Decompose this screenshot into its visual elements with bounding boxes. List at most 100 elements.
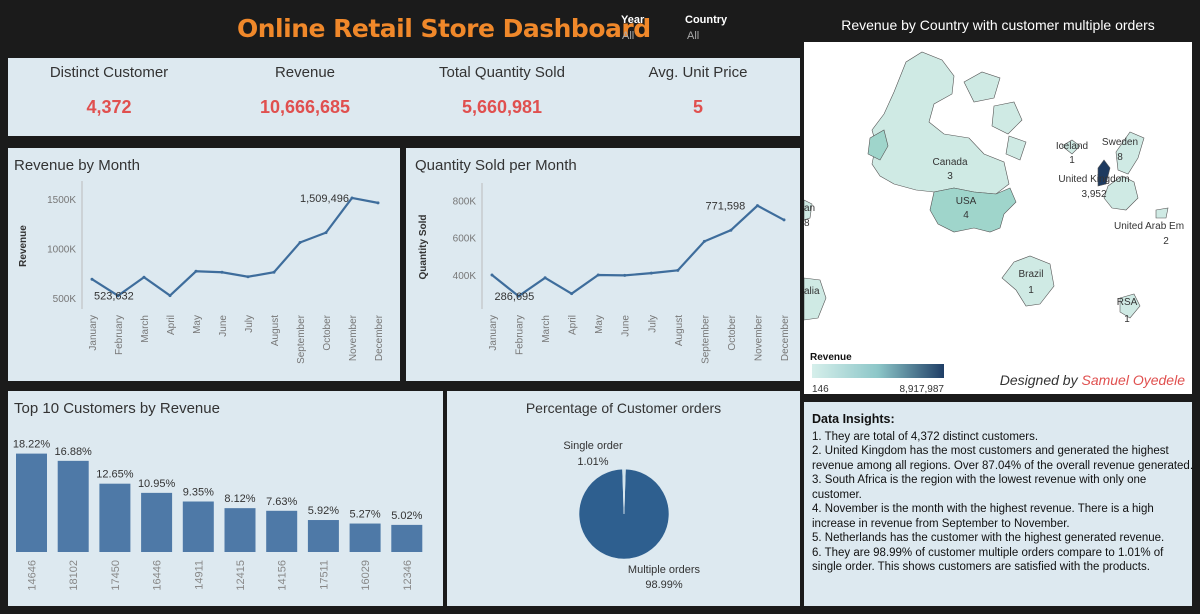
revenue-point[interactable] (168, 294, 172, 298)
customer-bar[interactable] (266, 510, 298, 552)
map-region-uae[interactable] (1155, 207, 1169, 219)
kpi-value-quantity: 5,660,981 (461, 97, 543, 117)
map-label-canada: Canada (932, 157, 967, 168)
map-region-japan (804, 199, 813, 221)
customer-bar-label: 5.27% (349, 509, 380, 521)
quantity-point[interactable] (596, 273, 600, 277)
customer-bar[interactable] (224, 508, 256, 552)
revenue-point[interactable] (142, 275, 146, 279)
map-region-uk[interactable] (1097, 159, 1111, 187)
revenue-x-tick: October (322, 314, 333, 350)
customer-bar[interactable] (57, 460, 89, 552)
customer-bar[interactable] (16, 453, 47, 552)
revenue-y-tick: 1500K (47, 195, 76, 206)
quantity-point[interactable] (676, 268, 680, 272)
revenue-x-tick: January (88, 315, 99, 351)
revenue-point[interactable] (324, 231, 328, 235)
quantity-series-line[interactable] (491, 204, 785, 298)
filter-country-label: Country (685, 14, 728, 26)
map-region-canada[interactable] (871, 51, 1010, 195)
customer-id-label: 16029 (360, 560, 372, 591)
quantity-point[interactable] (729, 228, 733, 232)
revenue-x-tick: April (166, 315, 177, 335)
revenue-point[interactable] (298, 241, 302, 245)
insight-item: 2. United Kingdom has the most customers… (812, 445, 1194, 472)
customer-bar[interactable] (141, 492, 173, 552)
map-region-iceland[interactable] (1061, 139, 1081, 155)
customer-id-label: 14156 (277, 560, 289, 591)
customer-bar[interactable] (182, 501, 214, 552)
quantity-point[interactable] (543, 276, 547, 280)
quantity-x-tick: September (700, 314, 711, 364)
revenue-point[interactable] (194, 269, 198, 273)
quantity-x-tick: October (727, 314, 738, 350)
map-label-iceland: Iceland (1056, 141, 1088, 152)
map-label-usa: USA (956, 196, 977, 207)
revenue-point[interactable] (220, 270, 224, 274)
pie-label-multiple-value: 98.99% (645, 579, 683, 591)
kpi-label-quantity: Total Quantity Sold (439, 64, 565, 81)
revenue-point[interactable] (376, 201, 380, 205)
customer-id-label: 14646 (27, 560, 39, 591)
revenue-x-tick: November (348, 314, 359, 361)
revenue-point[interactable] (116, 294, 120, 298)
revenue-y-tick: 500K (53, 294, 77, 305)
quantity-point[interactable] (649, 271, 653, 275)
map-label-uk: United Kingdom (1058, 174, 1129, 185)
filter-year-label: Year (621, 14, 645, 26)
revenue-point[interactable] (246, 275, 250, 279)
map-label-sweden: Sweden (1102, 137, 1138, 148)
revenue-point[interactable] (90, 277, 94, 281)
map-value-uk: 3,952 (1081, 189, 1106, 200)
revenue-annotation: 1,509,496 (300, 193, 349, 205)
quantity-point[interactable] (490, 273, 494, 277)
revenue-series-line[interactable] (91, 196, 379, 298)
quantity-point[interactable] (702, 239, 706, 243)
customer-bar-label: 12.65% (96, 469, 134, 481)
kpi-label-customers: Distinct Customer (49, 64, 169, 81)
map-region-rsa[interactable] (1119, 293, 1141, 319)
map-region-alaska (867, 129, 889, 161)
map-region-brazil[interactable] (1001, 255, 1055, 307)
revenue-point[interactable] (272, 270, 276, 274)
quantity-x-tick: August (674, 315, 685, 346)
filter-country-select[interactable]: All (687, 30, 700, 42)
quantity-annotation: 771,598 (705, 201, 745, 213)
quantity-point[interactable] (782, 218, 786, 222)
quantity-point[interactable] (623, 273, 627, 277)
map-title: Revenue by Country with customer multipl… (841, 17, 1155, 33)
customer-bar[interactable] (391, 524, 423, 552)
map-label-partial-alia: alia (804, 286, 820, 297)
quantity-x-tick: July (647, 315, 658, 333)
quantity-point[interactable] (570, 292, 574, 296)
map-value-usa: 4 (963, 210, 969, 221)
divider (403, 148, 405, 381)
revenue-annotation: 523,632 (94, 291, 134, 303)
pie-slice-multiple-orders[interactable] (578, 468, 670, 560)
map-region-australia (804, 277, 827, 321)
quantity-x-tick: June (621, 315, 632, 337)
quantity-x-tick: January (488, 315, 499, 351)
revenue-point[interactable] (350, 196, 354, 200)
map-region-usa[interactable] (929, 187, 1017, 233)
quantity-y-tick: 800K (453, 196, 477, 207)
map-value-canada: 3 (947, 171, 953, 182)
customer-bar[interactable] (349, 523, 381, 552)
quantity-y-tick: 600K (453, 234, 477, 245)
quantity-point[interactable] (755, 204, 759, 208)
customer-bar[interactable] (307, 520, 339, 552)
customer-bar[interactable] (99, 483, 131, 552)
filter-year-select[interactable]: All (622, 30, 635, 42)
map-region-sweden[interactable] (1115, 131, 1145, 175)
map-legend-gradient (812, 364, 944, 378)
quantity-point[interactable] (517, 294, 521, 298)
pie-slice-single-order[interactable] (622, 468, 626, 515)
revenue-x-tick: February (114, 315, 125, 355)
revenue-country-map[interactable]: Canada 3 USA 4 Iceland 1 Sweden 8 United… (804, 42, 1192, 394)
quantity-x-tick: November (753, 314, 764, 361)
insight-item: 3. South Africa is the region with the l… (812, 474, 1147, 501)
customer-bar-label: 18.22% (13, 439, 51, 451)
insights-heading: Data Insights: (812, 412, 895, 426)
revenue-y-tick: 1000K (47, 244, 76, 255)
pie-label-single-value: 1.01% (577, 456, 608, 468)
